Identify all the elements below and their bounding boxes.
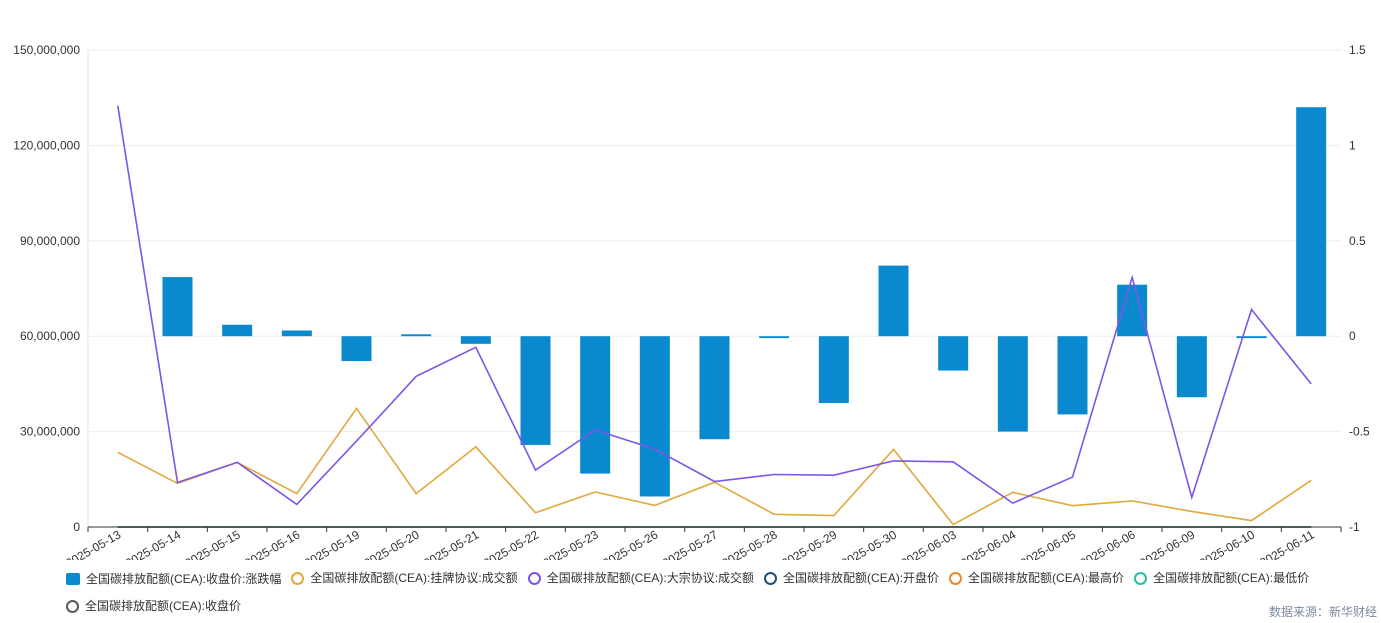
- x-tick-label: 2025-06-04: [958, 527, 1018, 560]
- bar: [401, 334, 432, 337]
- x-tick-label: 2025-05-19: [302, 527, 362, 560]
- bar: [938, 336, 969, 371]
- x-tick-label: 2025-06-11: [1257, 527, 1317, 560]
- bar: [580, 336, 611, 474]
- x-tick-label: 2025-05-15: [183, 527, 243, 560]
- bar: [759, 336, 790, 339]
- bar: [699, 336, 730, 440]
- bar: [1296, 107, 1327, 337]
- y-right-tick-label: 0.5: [1349, 234, 1366, 248]
- legend-circle-icon: [66, 600, 79, 613]
- y-right-tick-label: -0.5: [1349, 425, 1370, 439]
- legend-label: 全国碳排放配额(CEA):开盘价: [783, 571, 940, 585]
- y-right-tick-label: 1.5: [1349, 43, 1366, 57]
- legend-label: 全国碳排放配额(CEA):收盘价:涨跌幅: [86, 571, 282, 586]
- bar: [1236, 336, 1267, 339]
- x-tick-label: 2025-05-26: [600, 527, 660, 560]
- legend-label: 全国碳排放配额(CEA):大宗协议:成交额: [546, 571, 755, 585]
- x-axis: 2025-05-13 2025-05-14 2025-05-15 2025-05-16…: [63, 526, 1342, 560]
- x-tick-label: 2025-05-30: [839, 527, 899, 560]
- x-tick-label: 2025-05-21: [421, 527, 481, 560]
- y-right-tick-label: 1: [1349, 138, 1356, 152]
- x-tick-label: 2025-05-29: [779, 527, 839, 560]
- legend-label: 全国碳排放配额(CEA):最低价: [1153, 571, 1310, 585]
- x-tick-label: 2025-05-20: [362, 527, 422, 560]
- bar: [162, 277, 193, 337]
- legend: 全国碳排放配额(CEA):收盘价:涨跌幅 全国碳排放配额(CEA):挂牌协议:成交…: [66, 566, 1366, 622]
- x-tick-label: 2025-05-23: [541, 527, 601, 560]
- y-left-tick-label: 90,000,000: [20, 234, 80, 248]
- legend-item[interactable]: 全国碳排放配额(CEA):收盘价: [66, 594, 241, 619]
- y-left-tick-label: 120,000,000: [13, 138, 80, 152]
- legend-circle-icon: [1134, 572, 1148, 585]
- legend-item[interactable]: 全国碳排放配额(CEA):最高价: [949, 566, 1124, 591]
- bar: [281, 330, 312, 337]
- legend-item[interactable]: 全国碳排放配额(CEA):最低价: [1134, 566, 1309, 591]
- x-tick-label: 2025-06-10: [1197, 527, 1257, 560]
- y-left-tick-label: 150,000,000: [13, 43, 80, 57]
- legend-item[interactable]: 全国碳排放配额(CEA):挂牌协议:成交额: [291, 566, 518, 591]
- legend-item[interactable]: 全国碳排放配额(CEA):大宗协议:成交额: [527, 566, 755, 591]
- data-source-note: 数据来源：新华财经: [1268, 605, 1377, 619]
- bar: [818, 336, 849, 403]
- bar: [460, 336, 491, 344]
- legend-item[interactable]: 全国碳排放配额(CEA):开盘价: [764, 566, 939, 591]
- bar: [997, 336, 1028, 432]
- bar: [222, 324, 253, 337]
- bar: [1176, 336, 1207, 398]
- x-tick-label: 2025-06-09: [1137, 527, 1197, 560]
- legend-circle-icon: [291, 572, 305, 585]
- legend-circle-icon: [527, 572, 541, 585]
- x-tick-label: 2025-05-27: [660, 527, 720, 560]
- y-axis-left: 0 30,000,000 60,000,000 90,000,000 120,000,0…: [13, 43, 89, 534]
- bar-series: [162, 107, 1327, 497]
- bar: [341, 336, 372, 362]
- bar: [520, 336, 551, 445]
- legend-circle-icon: [949, 572, 963, 585]
- x-tick-label: 2025-05-22: [481, 527, 541, 560]
- legend-label: 全国碳排放配额(CEA):挂牌协议:成交额: [310, 571, 518, 585]
- series-line: [117, 105, 1312, 506]
- y-left-tick-label: 60,000,000: [20, 329, 80, 343]
- y-left-tick-label: 30,000,000: [20, 425, 80, 439]
- legend-label: 全国碳排放配额(CEA):最高价: [968, 571, 1125, 585]
- chart: 0 30,000,000 60,000,000 90,000,000 120,000,0…: [13, 43, 1370, 560]
- x-tick-label: 2025-05-13: [63, 527, 123, 560]
- legend-bar-swatch-icon: [66, 573, 80, 585]
- bar: [1057, 336, 1088, 415]
- y-right-tick-label: 0: [1349, 329, 1356, 343]
- x-tick-label: 2025-06-03: [899, 527, 959, 560]
- y-right-tick-label: -1: [1349, 520, 1360, 534]
- x-tick-label: 2025-06-06: [1078, 527, 1138, 560]
- bar: [878, 265, 909, 337]
- x-tick-label: 2025-05-14: [123, 527, 183, 560]
- bar: [639, 336, 670, 497]
- y-axis-right: -1 -0.5 0 0.5 1 1.5: [1349, 43, 1370, 534]
- legend-circle-icon: [764, 572, 778, 585]
- x-tick-label: 2025-06-05: [1018, 527, 1078, 560]
- y-left-tick-label: 0: [73, 520, 80, 534]
- x-tick-label: 2025-05-16: [242, 527, 302, 560]
- x-tick-label: 2025-05-28: [720, 527, 780, 560]
- legend-item[interactable]: 全国碳排放配额(CEA):收盘价:涨跌幅: [66, 567, 281, 592]
- legend-label: 全国碳排放配额(CEA):收盘价: [85, 599, 242, 613]
